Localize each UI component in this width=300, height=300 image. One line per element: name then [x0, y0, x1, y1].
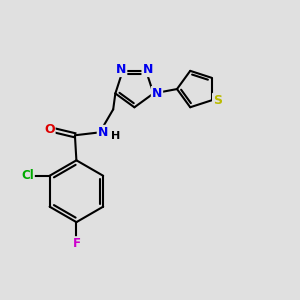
Text: O: O [44, 124, 55, 136]
Text: S: S [213, 94, 222, 107]
Text: N: N [152, 87, 162, 100]
Text: Cl: Cl [21, 169, 34, 182]
Text: N: N [142, 63, 153, 76]
Text: N: N [98, 126, 108, 139]
Text: H: H [111, 131, 120, 141]
Text: N: N [116, 63, 126, 76]
Text: F: F [72, 237, 80, 250]
